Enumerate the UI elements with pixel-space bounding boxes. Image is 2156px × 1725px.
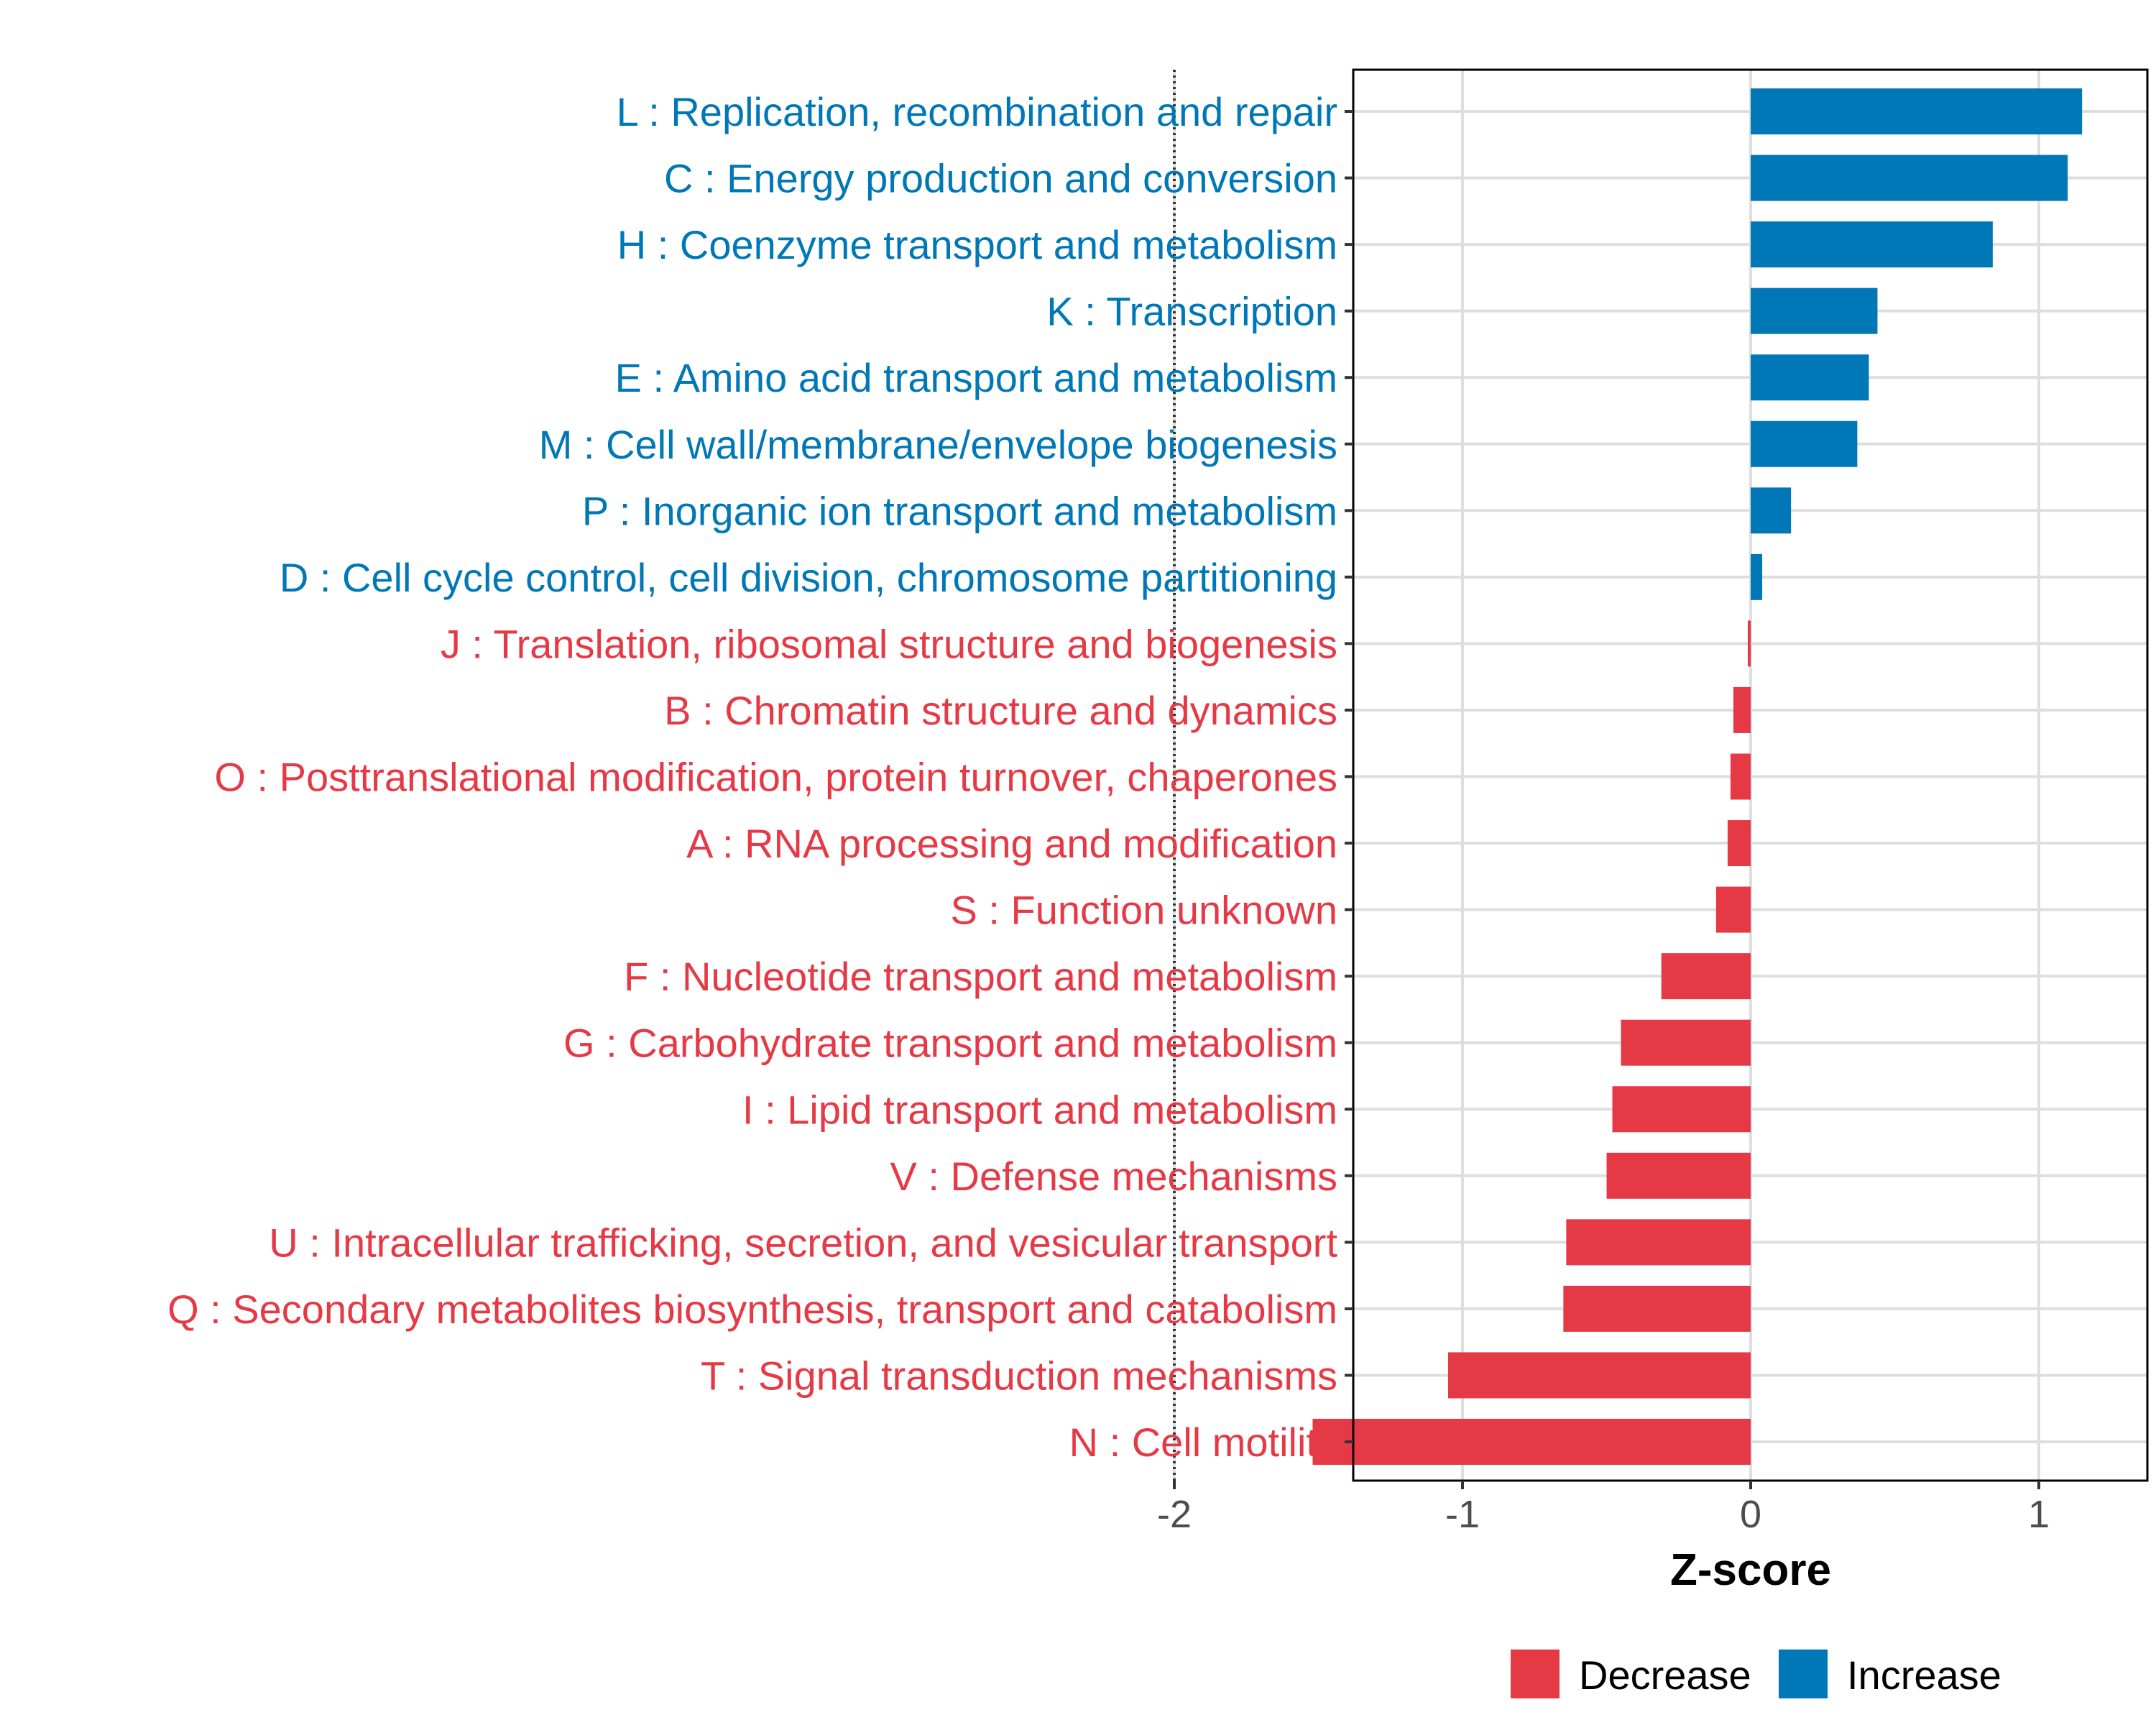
x-tick-label: -1 [1445, 1493, 1480, 1536]
x-tick-label: 0 [1740, 1493, 1761, 1536]
y-tick-label: P : Inorganic ion transport and metaboli… [582, 488, 1337, 533]
y-tick-label: D : Cell cycle control, cell division, c… [280, 555, 1337, 600]
y-tick-label: S : Function unknown [950, 888, 1337, 933]
x-axis: -2-1012 [1157, 1481, 2050, 1536]
bar [1751, 155, 2068, 201]
bar [1730, 753, 1751, 800]
y-tick-label: K : Transcription [1046, 289, 1337, 334]
bar [1751, 88, 2083, 134]
y-tick-label: T : Signal transduction mechanisms [701, 1353, 1337, 1398]
y-axis: L : Replication, recombination and repai… [167, 89, 1353, 1465]
bar [1751, 221, 1993, 268]
bar [1621, 1019, 1751, 1066]
bar [1447, 1352, 1751, 1399]
y-tick-label: O : Posttranslational modification, prot… [214, 755, 1337, 800]
bar [1751, 354, 1869, 401]
y-tick-label: A : RNA processing and modification [686, 821, 1337, 866]
bar [1612, 1086, 1751, 1133]
x-axis-title: Z-score [1670, 1545, 1831, 1595]
bar [1751, 288, 1878, 334]
y-tick-label: H : Coenzyme transport and metabolism [617, 222, 1337, 267]
x-tick-label: 1 [2028, 1493, 2050, 1536]
bar [1661, 953, 1751, 1000]
legend-label-decrease: Decrease [1579, 1652, 1751, 1698]
y-tick-label: G : Carbohydrate transport and metabolis… [563, 1021, 1337, 1066]
y-tick-label: J : Translation, ribosomal structure and… [441, 621, 1337, 666]
y-tick-label: I : Lipid transport and metabolism [742, 1087, 1337, 1132]
y-tick-label: N : Cell motility [1069, 1420, 1337, 1465]
y-tick-label: Q : Secondary metabolites biosynthesis, … [167, 1287, 1337, 1332]
bar [1312, 1419, 1751, 1465]
bar [1747, 620, 1751, 667]
legend-swatch-decrease [1511, 1650, 1560, 1698]
bar [1733, 686, 1751, 733]
bars [1312, 88, 2083, 1465]
y-tick-label: V : Defense mechanisms [890, 1154, 1337, 1199]
legend-label-increase: Increase [1847, 1652, 2001, 1698]
bar [1751, 420, 1858, 467]
legend-swatch-increase [1779, 1650, 1828, 1698]
bar [1751, 487, 1792, 534]
bar [1727, 820, 1751, 867]
x-tick-label: -2 [1157, 1493, 1192, 1536]
y-tick-label: L : Replication, recombination and repai… [617, 89, 1337, 134]
y-tick-label: B : Chromatin structure and dynamics [664, 688, 1337, 733]
bar [1751, 553, 1763, 600]
y-tick-label: E : Amino acid transport and metabolism [615, 355, 1337, 400]
legend: Decrease Increase [1511, 1650, 2001, 1698]
y-tick-label: C : Energy production and conversion [664, 156, 1337, 201]
bar [1563, 1285, 1751, 1332]
bar [1715, 886, 1751, 933]
bar [1606, 1152, 1751, 1199]
y-tick-label: M : Cell wall/membrane/envelope biogenes… [539, 422, 1337, 467]
y-tick-label: F : Nucleotide transport and metabolism [624, 954, 1337, 999]
y-tick-label: U : Intracellular trafficking, secretion… [269, 1220, 1337, 1265]
bar [1566, 1219, 1751, 1266]
